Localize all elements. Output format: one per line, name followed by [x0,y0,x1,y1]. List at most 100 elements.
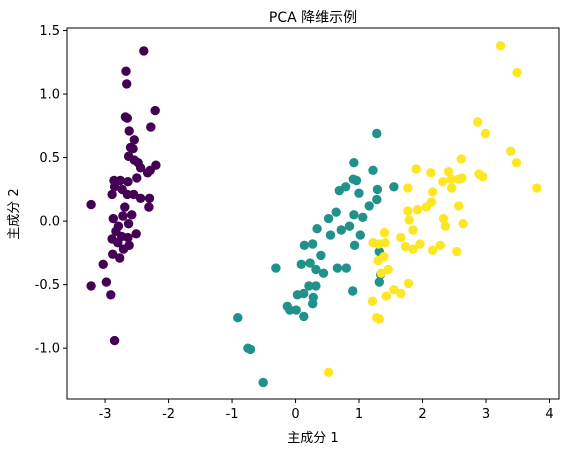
scatter-point [123,232,133,243]
scatter-point [258,377,268,388]
scatter-point [344,221,355,231]
plot-area-frame [66,27,560,400]
scatter-point [368,165,378,175]
scatter-point [332,263,343,273]
scatter-point [101,277,112,287]
scatter-point [374,277,384,287]
scatter-point [118,244,129,254]
scatter-point [150,105,160,116]
data-points [86,41,542,388]
scatter-point [271,263,281,273]
y-tick-label: 1.0 [39,88,60,103]
scatter-point [403,206,413,216]
scatter-point [383,264,393,275]
scatter-point [428,245,438,255]
scatter-point [381,291,391,301]
scatter-point [118,211,128,221]
scatter-point [374,239,384,249]
scatter-point [106,290,116,300]
x-tick-label: -1 [226,407,239,422]
scatter-point [318,268,329,278]
scatter-point [446,174,456,184]
scatter-point [452,246,462,257]
scatter-point [86,281,96,291]
x-tick-label: 4 [545,407,553,422]
scatter-point [124,126,134,136]
x-axis-title: 主成分 1 [287,431,338,446]
chart-title: PCA 降维示例 [269,10,357,26]
scatter-point [292,290,303,300]
scatter-point [440,221,451,231]
scatter-point [421,202,431,212]
scatter-point [122,79,132,89]
scatter-point [396,232,406,243]
scatter-point [457,173,467,183]
scatter-point [123,219,134,229]
scatter-point [323,213,334,224]
scatter-point [139,46,149,56]
scatter-point [374,314,384,324]
scatter-point [108,213,119,224]
y-tick-label: -1.0 [35,342,60,357]
scatter-point [142,168,153,178]
scatter-point [408,225,418,235]
scatter-point [512,67,522,78]
scatter-point [299,240,310,250]
scatter-point [396,288,406,299]
scatter-point [108,249,118,259]
x-tick-label: 2 [418,407,426,422]
scatter-point [86,199,96,210]
scatter-point [495,41,506,51]
scatter-point [245,344,256,355]
scatter-point [128,144,138,154]
scatter-point [305,258,315,268]
scatter-point [98,259,108,269]
scatter-point [443,166,454,177]
scatter-point [348,286,358,296]
scatter-point [428,187,438,197]
x-tick-label: -3 [99,407,112,422]
y-tick-label: 0.5 [39,151,60,166]
scatter-point [351,175,362,186]
scatter-point [358,212,368,222]
scatter-point [341,263,351,273]
scatter-point [373,255,383,266]
y-tick-label: 1.5 [39,24,60,39]
scatter-point [355,230,365,240]
scatter-point [404,215,414,225]
scatter-point [113,238,123,248]
scatter-point [480,128,491,139]
scatter-point [334,185,344,196]
y-tick-label: 0.0 [39,215,60,230]
scatter-point [372,194,382,205]
scatter-point [367,296,378,306]
y-tick-label: -0.5 [35,278,60,293]
scatter-point [372,128,382,139]
scatter-point [438,177,448,187]
scatter-point [478,172,488,182]
scatter-point [349,240,360,250]
scatter-point [400,241,411,252]
scatter-point [308,239,318,249]
scatter-point [354,188,364,198]
x-tick-label: 1 [355,407,363,422]
scatter-point [282,301,292,311]
scatter-point [506,146,516,156]
series-0 [86,46,161,346]
scatter-point [132,173,142,183]
scatter-point [129,189,139,200]
scatter-point [456,154,466,164]
scatter-point [376,268,386,278]
scatter-point [389,182,399,192]
y-axis-title: 主成分 2 [7,188,22,239]
scatter-point [296,259,306,269]
scatter-point [323,367,334,377]
scatter-point [473,117,483,127]
scatter-point [121,66,131,76]
scatter-point [426,168,436,178]
scatter-point [438,213,449,224]
scatter-point [325,230,336,240]
scatter-point [408,244,418,254]
